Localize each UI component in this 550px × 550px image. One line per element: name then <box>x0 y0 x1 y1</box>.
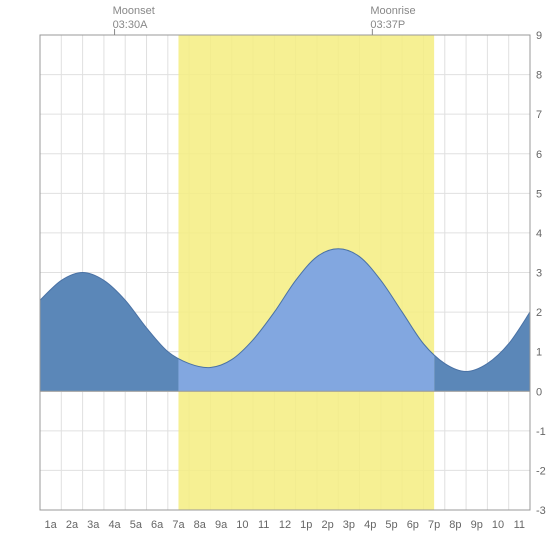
moonrise-time: 03:37P <box>370 18 415 32</box>
y-tick-label: 8 <box>536 70 542 82</box>
x-tick-label: 1a <box>45 519 58 531</box>
x-tick-label: 4a <box>108 519 121 531</box>
y-tick-label: 7 <box>536 109 542 121</box>
x-tick-label: 5p <box>385 519 397 531</box>
x-tick-label: 8a <box>194 519 207 531</box>
y-tick-label: 6 <box>536 149 542 161</box>
x-tick-label: 4p <box>364 519 376 531</box>
x-tick-label: 1p <box>300 519 312 531</box>
y-tick-label: 3 <box>536 268 542 280</box>
y-tick-label: 0 <box>536 386 542 398</box>
moonset-time: 03:30A <box>113 18 155 32</box>
x-tick-label: 10 <box>236 519 248 531</box>
x-tick-label: 11 <box>258 519 269 531</box>
y-tick-label: 4 <box>536 228 542 240</box>
moonrise-title: Moonrise <box>370 4 415 18</box>
x-tick-label: 6a <box>151 519 164 531</box>
y-tick-label: 9 <box>536 30 542 42</box>
x-tick-label: 7a <box>172 519 185 531</box>
x-tick-label: 2p <box>321 519 333 531</box>
moonset-annotation: Moonset03:30A <box>113 4 155 33</box>
tide-chart: -3-2-101234567891a2a3a4a5a6a7a8a9a101112… <box>0 0 550 550</box>
x-tick-label: 8p <box>449 519 461 531</box>
x-tick-label: 11 <box>514 519 525 531</box>
x-tick-label: 6p <box>407 519 419 531</box>
chart-svg: -3-2-101234567891a2a3a4a5a6a7a8a9a101112… <box>0 0 550 550</box>
y-tick-label: 2 <box>536 307 542 319</box>
x-tick-label: 9a <box>215 519 228 531</box>
x-tick-label: 5a <box>130 519 143 531</box>
x-tick-label: 3a <box>87 519 100 531</box>
x-tick-label: 2a <box>66 519 79 531</box>
y-tick-label: 1 <box>536 347 542 359</box>
x-tick-label: 3p <box>343 519 355 531</box>
y-tick-label: -1 <box>536 426 546 438</box>
moonrise-annotation: Moonrise03:37P <box>370 4 415 33</box>
y-tick-label: 5 <box>536 188 542 200</box>
y-tick-label: -2 <box>536 465 546 477</box>
x-tick-label: 9p <box>471 519 483 531</box>
x-tick-label: 12 <box>279 519 291 531</box>
x-tick-label: 10 <box>492 519 504 531</box>
moonset-title: Moonset <box>113 4 155 18</box>
x-tick-label: 7p <box>428 519 440 531</box>
y-tick-label: -3 <box>536 505 546 517</box>
